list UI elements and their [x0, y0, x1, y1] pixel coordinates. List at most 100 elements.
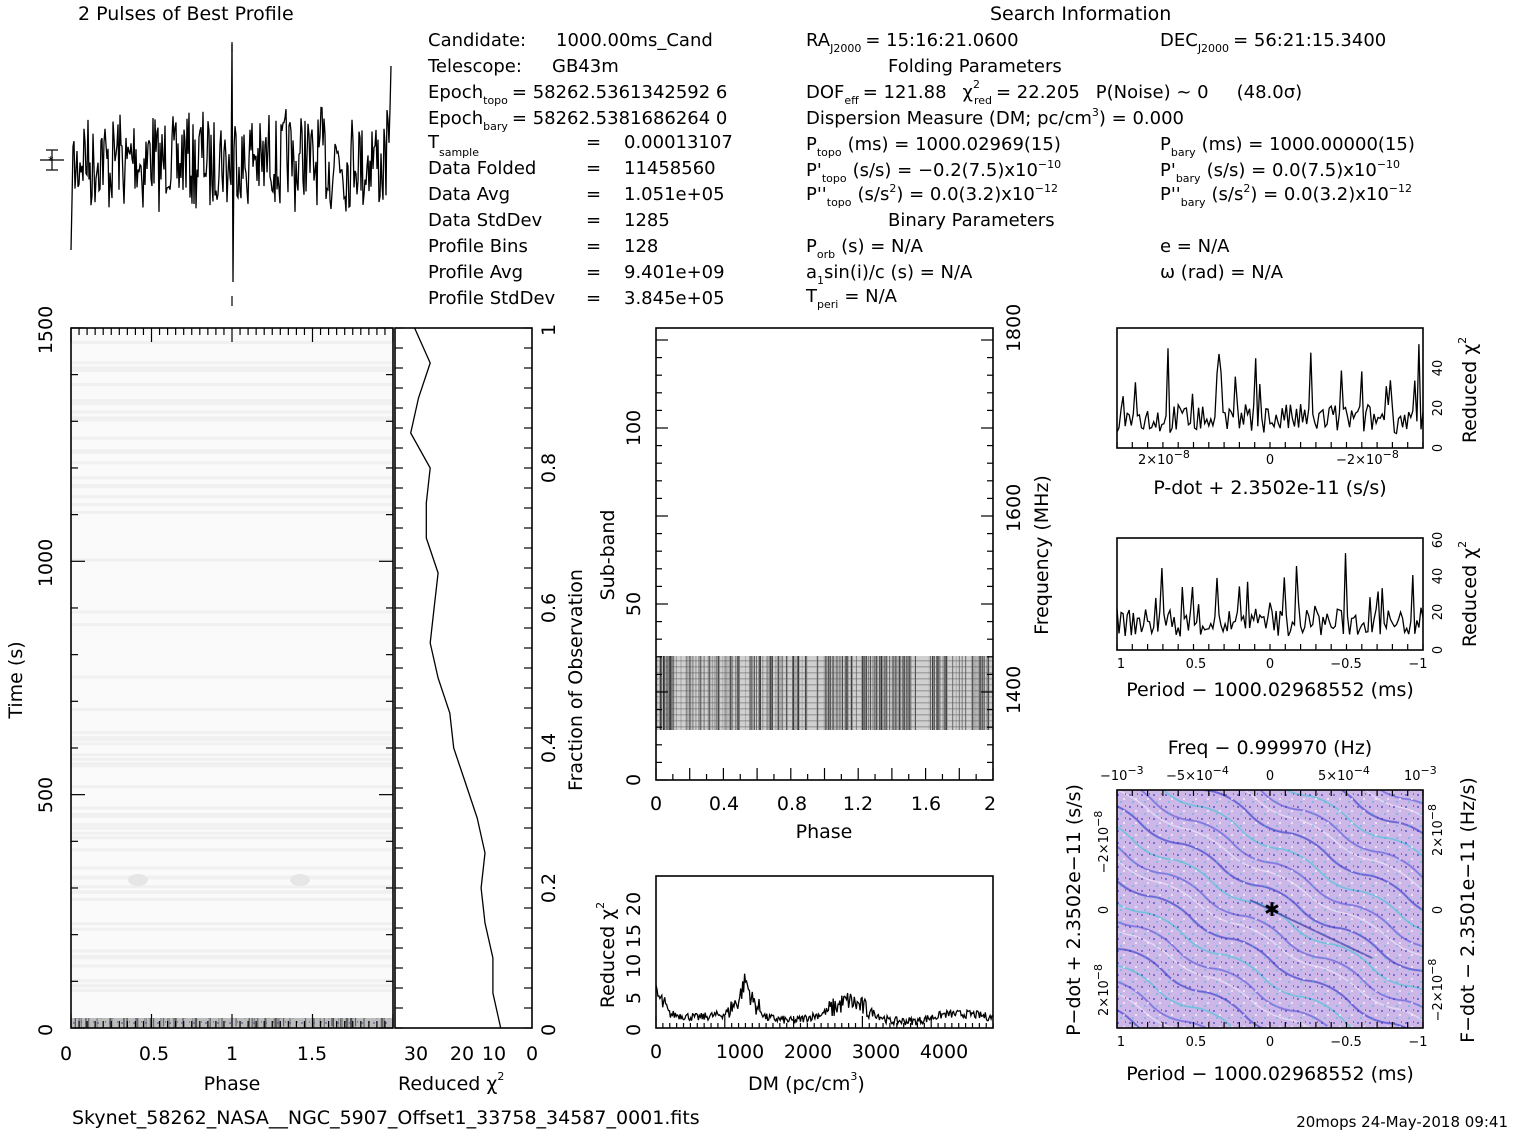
- subband-stripe: [794, 656, 796, 730]
- time-tick-3: 1500: [35, 306, 57, 354]
- subband-stripe: [886, 656, 888, 730]
- telescope-key: Telescope:: [427, 56, 522, 77]
- frac-tick-4: 0.8: [538, 453, 560, 483]
- time-phase-stripe: [71, 461, 393, 465]
- pdot-ylabel: Reduced χ2: [1456, 337, 1481, 443]
- subband-stripe: [863, 656, 865, 730]
- time-tick-0: 0: [35, 1024, 57, 1036]
- subband-stripe: [829, 656, 831, 730]
- tperi-tail: = N/A: [844, 286, 897, 307]
- subband-stripe: [910, 656, 912, 730]
- tsample-key: T: [427, 132, 440, 153]
- subband-stripe: [874, 656, 876, 730]
- time-phase-stripe: [71, 762, 393, 766]
- subband-stripe: [780, 656, 782, 730]
- svg-text:0.5: 0.5: [1186, 1035, 1207, 1050]
- subband-stripe: [904, 656, 906, 730]
- subband-row: [656, 690, 993, 692]
- time-phase-stripe: [71, 984, 393, 988]
- subband-stripe: [730, 656, 732, 730]
- svg-text:Dispersion Measure (DM; pc/cm3: Dispersion Measure (DM; pc/cm3) = 0.000: [806, 106, 1184, 129]
- frac-tick-5: 1: [538, 324, 560, 336]
- svg-text:2×10−8: 2×10−8: [1092, 964, 1112, 1016]
- phase2-tick-5: 2: [984, 793, 996, 815]
- data-folded-value: 11458560: [624, 158, 716, 179]
- subband-stripe: [778, 656, 780, 730]
- freq-tick-1400: 1400: [1003, 666, 1025, 714]
- data-avg-key: Data Avg: [428, 184, 510, 205]
- profile-avg-value: 9.401e+09: [624, 262, 725, 283]
- subband-stripe: [732, 656, 734, 730]
- time-phase-stripe: [71, 503, 393, 507]
- subband-stripe: [699, 656, 701, 730]
- time-phase-stripe: [71, 927, 393, 931]
- subband-stripe: [688, 656, 690, 730]
- time-phase-stripe: [71, 341, 393, 344]
- subband-stripe: [745, 656, 746, 730]
- subband-stripe: [750, 656, 752, 730]
- subband-stripe: [730, 656, 732, 730]
- subband-stripe: [804, 656, 806, 730]
- time-phase-stripe: [71, 361, 393, 365]
- subband-stripe: [830, 656, 832, 730]
- dm-panel: 0 1000 2000 3000 4000 DM (pc/cm3) 0 5 10…: [594, 875, 994, 1095]
- subband-stripe: [895, 656, 897, 730]
- porb-sub: orb: [817, 248, 835, 261]
- time-phase-stripe: [71, 753, 393, 757]
- time-phase-stripe: [71, 610, 393, 614]
- time-phase-stripe: [71, 410, 393, 414]
- fraction-axis-label: Fraction of Observation: [565, 569, 587, 791]
- subband-stripe: [934, 656, 935, 730]
- time-phase-stripe: [71, 954, 393, 958]
- subband-stripe: [988, 656, 990, 730]
- phase-tick-0: 0: [60, 1043, 72, 1065]
- time-phase-stripe: [71, 675, 393, 679]
- svg-text:P''bary(s/s2) = 0.0(3.2)x10−12: P''bary (s/s2) = 0.0(3.2)x10−12: [1160, 182, 1412, 209]
- redchi-axis-label: Reduced χ2: [398, 1070, 504, 1095]
- svg-text:Tperi= N/A: Tperi = N/A: [805, 286, 898, 311]
- subband-stripe: [748, 656, 750, 730]
- pp-title: Freq − 0.999970 (Hz): [1168, 737, 1372, 759]
- subband-stripe: [971, 656, 973, 730]
- ppdot-panel: Freq − 0.999970 (Hz) ✱ −10−3 −5×10−4 0 5…: [1063, 737, 1479, 1085]
- time-phase-stripe: [71, 483, 393, 487]
- time-phase-stripe: [71, 399, 393, 403]
- subband-stripe: [753, 656, 755, 730]
- svg-text:Porb(s) = N/A: Porb (s) = N/A: [806, 236, 924, 261]
- time-phase-stripe: [71, 742, 393, 746]
- epoch-bary-value: = 58262.5381686264 0: [512, 108, 727, 129]
- pdtopo-value: (s/s) = −0.2(7.5)x10: [853, 160, 1038, 181]
- subband-stripe: [972, 656, 974, 730]
- svg-text:−10−3: −10−3: [1100, 764, 1144, 784]
- subband-stripe: [936, 656, 938, 730]
- subband-stripe: [868, 656, 870, 730]
- subband-stripe: [792, 656, 794, 730]
- subband-stripe: [762, 656, 764, 730]
- pbary-label: P: [1160, 134, 1171, 155]
- subband-stripe: [863, 656, 865, 730]
- freq-tick-1800: 1800: [1003, 304, 1025, 352]
- subband-stripe: [845, 656, 847, 730]
- telescope-value: GB43m: [552, 56, 619, 77]
- svg-text:40: 40: [1431, 360, 1446, 377]
- svg-text:2×10−8: 2×10−8: [1426, 804, 1446, 856]
- ra-label: RA: [806, 30, 831, 51]
- subband-stripe: [689, 656, 691, 730]
- profile-stddev-value: 3.845e+05: [624, 288, 725, 309]
- time-phase-stripe: [71, 826, 393, 830]
- svg-text:Pbary(ms) = 1000.00000(15): Pbary (ms) = 1000.00000(15): [1160, 134, 1415, 159]
- time-tick-1: 500: [35, 777, 57, 813]
- svg-text:0: 0: [1266, 657, 1274, 672]
- sigma: (48.0σ): [1237, 82, 1303, 103]
- subband-axis-label: Sub-band: [597, 510, 619, 601]
- svg-text:1: 1: [1117, 657, 1125, 672]
- subband-row: [656, 720, 993, 722]
- eq-1: =: [586, 132, 601, 153]
- profile-stddev-key: Profile StdDev: [428, 288, 556, 309]
- time-phase-stripe: [71, 757, 393, 761]
- pddtopo-value: (s/s: [858, 184, 890, 205]
- footer-stamp: 20mops 24-May-2018 09:41: [1296, 1113, 1508, 1131]
- a1-tail: sin(i)/c (s) = N/A: [824, 262, 973, 283]
- eq-5: =: [586, 236, 601, 257]
